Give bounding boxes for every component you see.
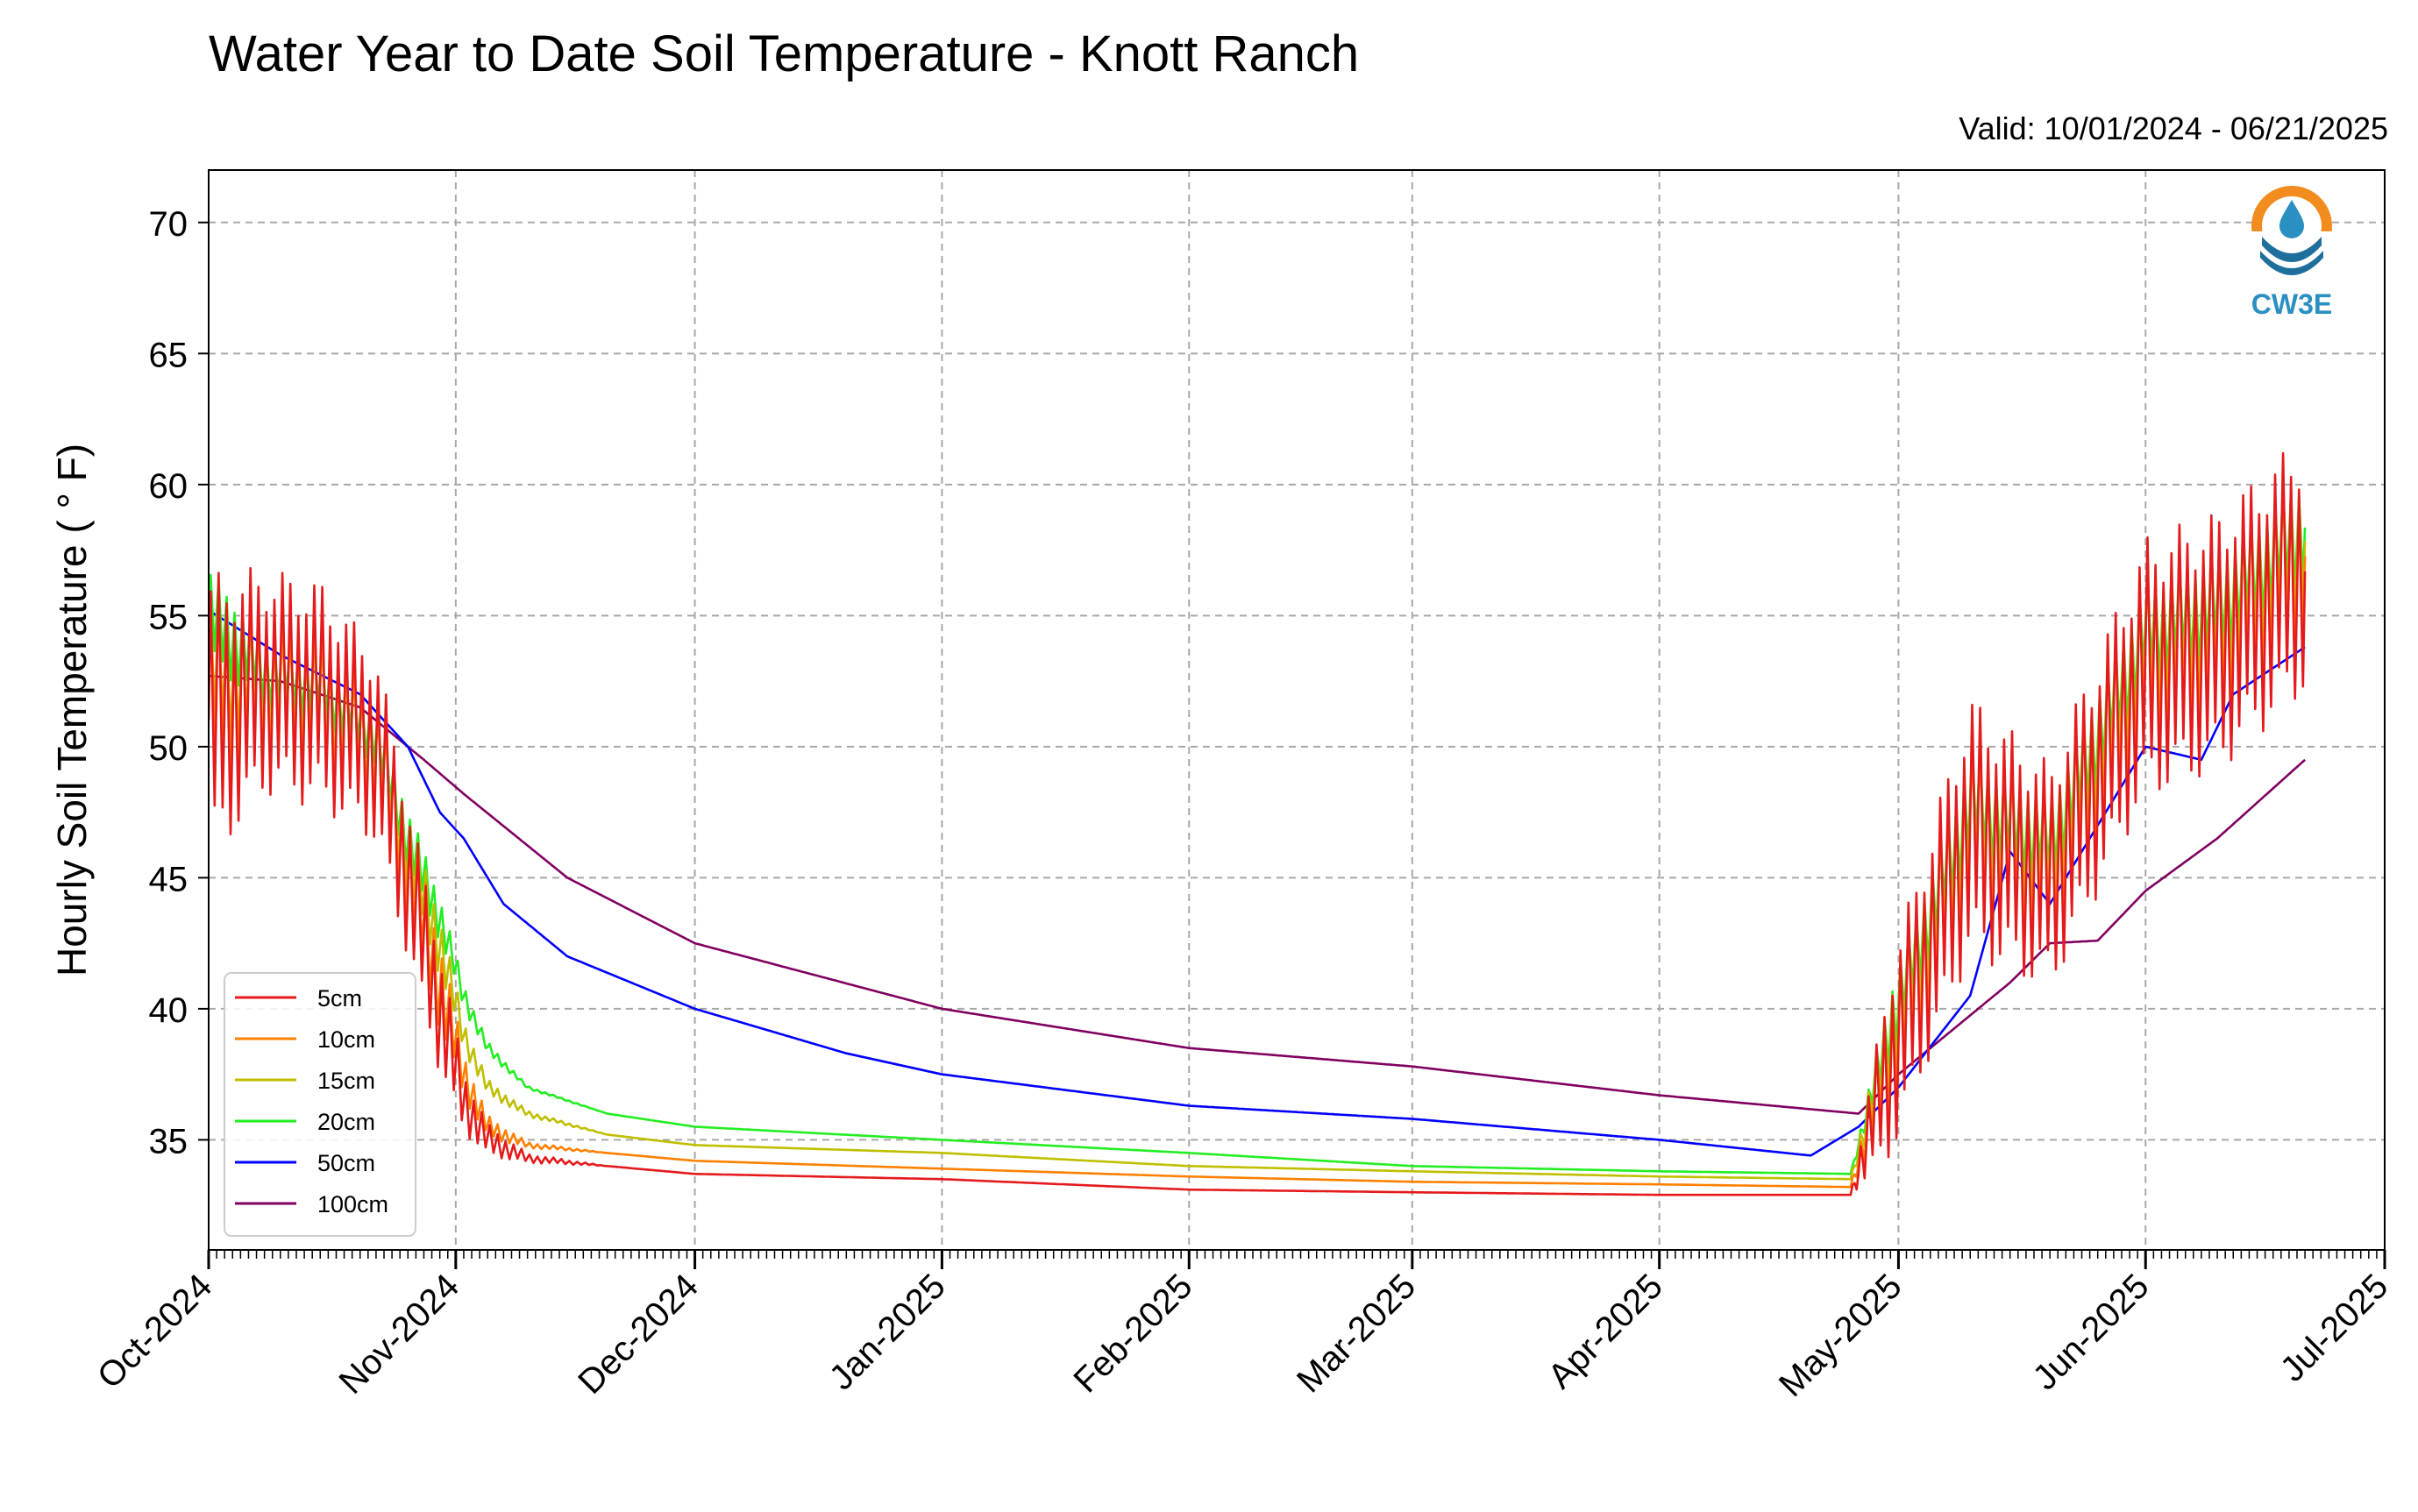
x-tick-label: Dec-2024 [571, 1267, 706, 1402]
logo-wave-icon [2262, 237, 2322, 262]
series-line-100cm [209, 674, 2306, 1115]
x-tick-label: Jan-2025 [822, 1267, 953, 1397]
x-tick-label: May-2025 [1772, 1267, 1910, 1404]
x-tick-label: Jun-2025 [2026, 1267, 2157, 1397]
x-tick-label: Jul-2025 [2273, 1267, 2396, 1389]
legend-label-15cm: 15cm [317, 1068, 375, 1094]
y-tick-label: 35 [149, 1122, 188, 1161]
y-tick-label: 55 [149, 598, 188, 636]
legend-label-50cm: 50cm [317, 1150, 375, 1176]
y-tick-label: 60 [149, 467, 188, 506]
x-tick-label: Apr-2025 [1541, 1267, 1670, 1395]
chart-subtitle: Valid: 10/01/2024 - 06/21/2025 [1959, 110, 2388, 146]
series-lines [209, 451, 2307, 1196]
grid-lines [208, 170, 2386, 1250]
legend-label-5cm: 5cm [317, 985, 362, 1012]
legend: 5cm 10cm 15cm 20cm 50cm 100cm [224, 972, 416, 1237]
legend-label-10cm: 10cm [317, 1026, 375, 1053]
legend-label-100cm: 100cm [317, 1191, 388, 1217]
axis-ticks [198, 221, 2386, 1269]
y-tick-label: 40 [149, 991, 188, 1030]
x-tick-label: Oct-2024 [90, 1267, 219, 1395]
x-tick-label: Mar-2025 [1290, 1267, 1423, 1400]
y-tick-label: 65 [149, 336, 188, 374]
cw3e-logo: CW3E [2251, 186, 2332, 320]
y-tick-labels: 35 40 45 50 55 60 65 70 [149, 205, 188, 1161]
chart-title: Water Year to Date Soil Temperature - Kn… [209, 25, 1360, 82]
y-axis-label: Hourly Soil Temperature ( ° F) [49, 444, 95, 976]
x-tick-labels: Oct-2024 Nov-2024 Dec-2024 Jan-2025 Feb-2025… [90, 1267, 2395, 1404]
legend-label-20cm: 20cm [317, 1109, 375, 1135]
series-line-50cm [209, 609, 2306, 1157]
y-tick-label: 70 [149, 205, 188, 244]
x-tick-label: Nov-2024 [331, 1267, 466, 1402]
y-tick-label: 45 [149, 860, 188, 898]
y-tick-label: 50 [149, 729, 188, 768]
x-tick-label: Feb-2025 [1066, 1267, 1199, 1400]
logo-text: CW3E [2251, 288, 2332, 320]
plot-frame [208, 169, 2386, 1251]
series-line-5cm [209, 451, 2307, 1196]
logo-drop-icon [2279, 200, 2304, 238]
